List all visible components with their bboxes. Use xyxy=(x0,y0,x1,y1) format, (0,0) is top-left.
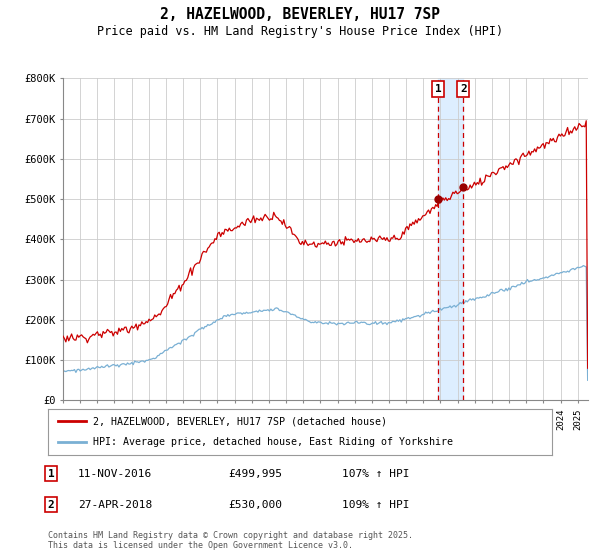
Text: HPI: Average price, detached house, East Riding of Yorkshire: HPI: Average price, detached house, East… xyxy=(94,437,454,447)
Text: Contains HM Land Registry data © Crown copyright and database right 2025.
This d: Contains HM Land Registry data © Crown c… xyxy=(48,530,413,550)
Text: 11-NOV-2016: 11-NOV-2016 xyxy=(78,469,152,479)
Text: 1: 1 xyxy=(435,84,442,94)
Text: 2, HAZELWOOD, BEVERLEY, HU17 7SP (detached house): 2, HAZELWOOD, BEVERLEY, HU17 7SP (detach… xyxy=(94,416,388,426)
Text: 2, HAZELWOOD, BEVERLEY, HU17 7SP: 2, HAZELWOOD, BEVERLEY, HU17 7SP xyxy=(160,7,440,22)
Bar xyxy=(438,78,463,400)
Text: £499,995: £499,995 xyxy=(228,469,282,479)
Text: Price paid vs. HM Land Registry's House Price Index (HPI): Price paid vs. HM Land Registry's House … xyxy=(97,25,503,38)
Text: 107% ↑ HPI: 107% ↑ HPI xyxy=(342,469,409,479)
Text: 2: 2 xyxy=(47,500,55,510)
Text: £530,000: £530,000 xyxy=(228,500,282,510)
Text: 27-APR-2018: 27-APR-2018 xyxy=(78,500,152,510)
Text: 1: 1 xyxy=(47,469,55,479)
Text: 109% ↑ HPI: 109% ↑ HPI xyxy=(342,500,409,510)
Text: 2: 2 xyxy=(460,84,467,94)
